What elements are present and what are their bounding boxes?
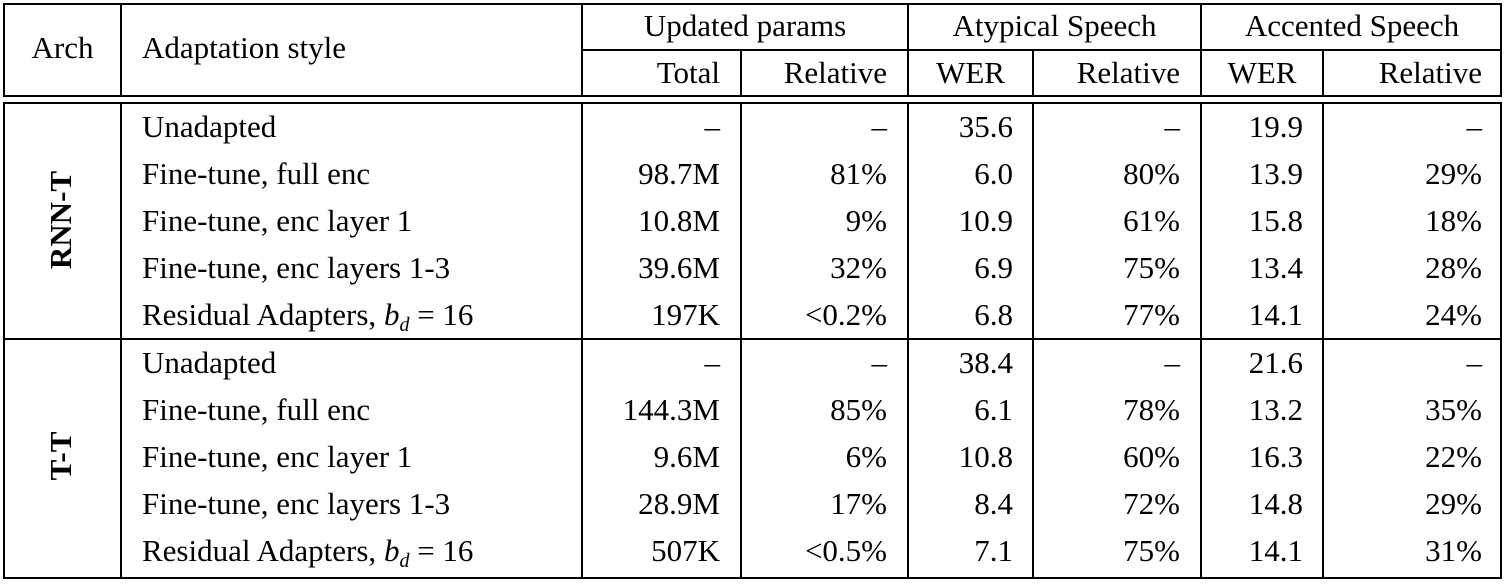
- section-rnn-t: RNN-T Unadapted – – 35.6 – 19.9 – Fine-t…: [3, 102, 1502, 340]
- header-params-relative: Relative: [783, 55, 887, 90]
- section-t-t: T-T Unadapted – – 38.4 – 21.6 – Fine-tun…: [3, 338, 1502, 579]
- header-accented-speech: Accented Speech: [1244, 8, 1460, 43]
- header-atypical-speech: Atypical Speech: [952, 8, 1157, 43]
- header-accented-relative: Relative: [1378, 55, 1482, 90]
- arch-label-t-t: T-T: [43, 431, 78, 481]
- header-updated-params: Updated params: [643, 8, 847, 43]
- header-atypical-wer: WER: [936, 55, 1005, 90]
- table-header: Arch Adaptation style Updated params Aty…: [3, 3, 1502, 97]
- header-accented-wer: WER: [1227, 55, 1297, 90]
- arch-label-rnn-t: RNN-T: [43, 170, 78, 270]
- header-total: Total: [656, 55, 720, 90]
- header-atypical-relative: Relative: [1076, 55, 1180, 90]
- header-arch: Arch: [31, 30, 94, 65]
- header-adaptation-style: Adaptation style: [142, 30, 347, 65]
